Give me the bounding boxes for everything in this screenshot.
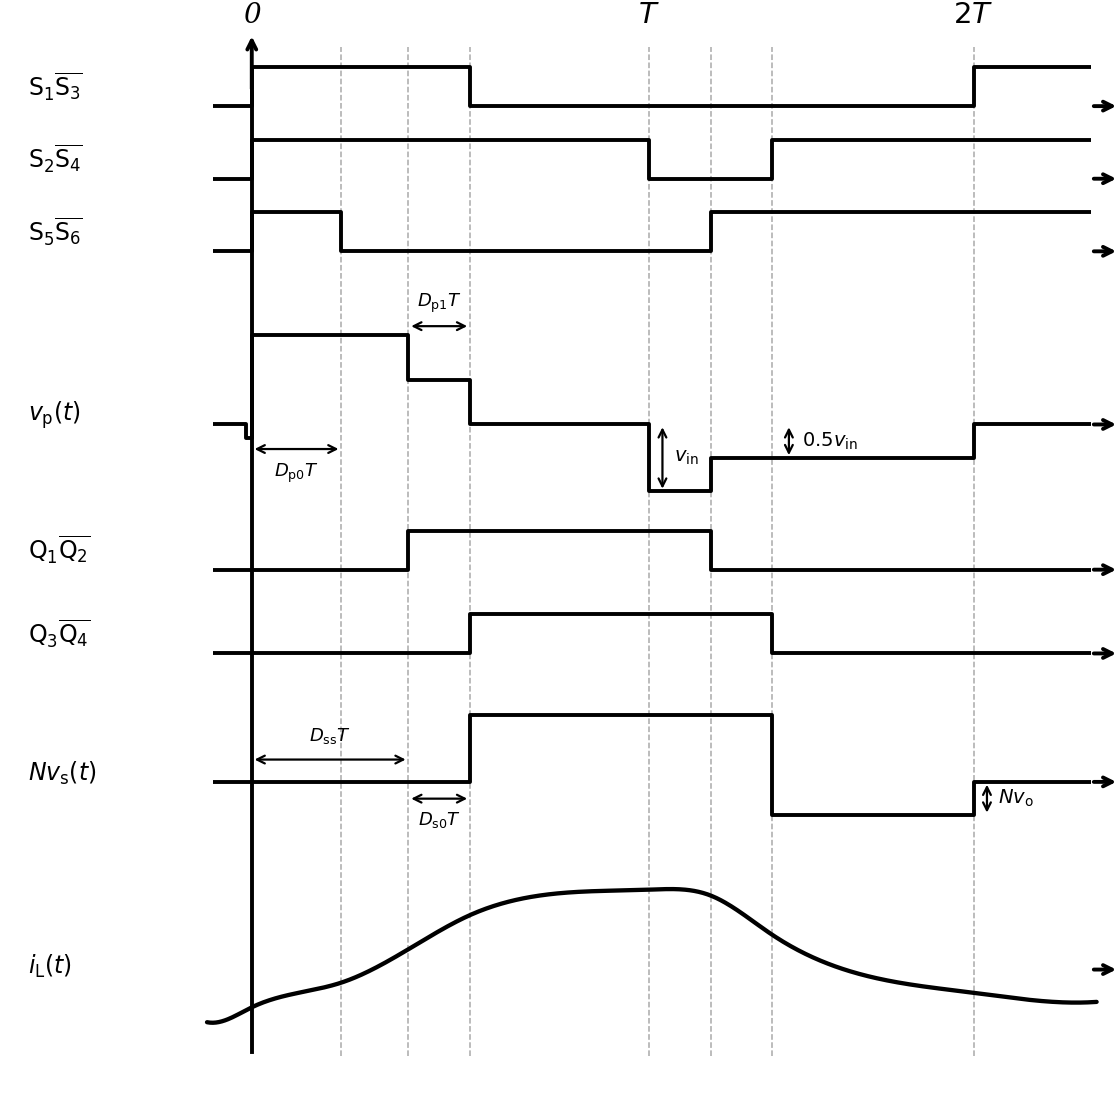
- Text: $v_\mathrm{in}$: $v_\mathrm{in}$: [674, 449, 698, 467]
- Text: $2T$: $2T$: [953, 1, 994, 29]
- Text: $Nv_\mathrm{s}(t)$: $Nv_\mathrm{s}(t)$: [28, 760, 96, 786]
- Text: $D_\mathrm{s0}T$: $D_\mathrm{s0}T$: [417, 810, 461, 830]
- Text: $D_\mathrm{ss}T$: $D_\mathrm{ss}T$: [309, 726, 351, 746]
- Text: $D_\mathrm{p1}T$: $D_\mathrm{p1}T$: [417, 292, 461, 315]
- Text: $v_\mathrm{p}(t)$: $v_\mathrm{p}(t)$: [28, 400, 81, 431]
- Text: $0.5v_\mathrm{in}$: $0.5v_\mathrm{in}$: [802, 430, 858, 452]
- Text: $i_\mathrm{L}(t)$: $i_\mathrm{L}(t)$: [28, 953, 72, 980]
- Text: $\mathrm{S_5\overline{S_6}}$: $\mathrm{S_5\overline{S_6}}$: [28, 216, 83, 248]
- Text: $D_\mathrm{p0}T$: $D_\mathrm{p0}T$: [274, 461, 319, 485]
- Text: $\mathrm{S_1\overline{S_3}}$: $\mathrm{S_1\overline{S_3}}$: [28, 70, 83, 103]
- Text: 0: 0: [243, 2, 261, 29]
- Text: $Nv_\mathrm{o}$: $Nv_\mathrm{o}$: [998, 787, 1034, 810]
- Text: $T$: $T$: [638, 1, 660, 29]
- Text: $\mathrm{Q_3\overline{Q_4}}$: $\mathrm{Q_3\overline{Q_4}}$: [28, 618, 91, 650]
- Text: $\mathrm{Q_1\overline{Q_2}}$: $\mathrm{Q_1\overline{Q_2}}$: [28, 534, 91, 566]
- Text: $\mathrm{S_2\overline{S_4}}$: $\mathrm{S_2\overline{S_4}}$: [28, 143, 83, 175]
